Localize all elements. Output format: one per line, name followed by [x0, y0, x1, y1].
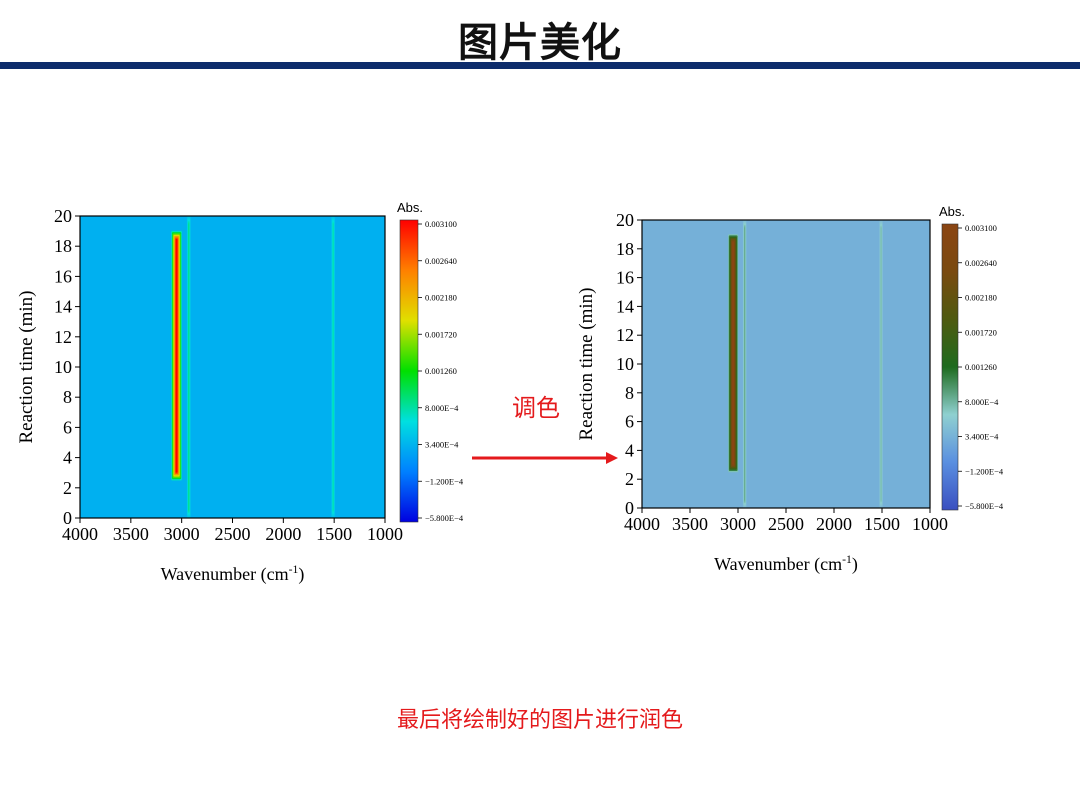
x-tick-label: 1500 — [316, 524, 352, 544]
x-tick-label: 2500 — [768, 514, 804, 534]
y-tick-label: 0 — [625, 498, 634, 518]
band-1-layer — [188, 223, 190, 511]
y-tick-label: 14 — [54, 297, 72, 317]
heatmap-background — [80, 216, 385, 518]
x-tick-label: 3000 — [164, 524, 200, 544]
x-tick-label: 4000 — [624, 514, 660, 534]
y-tick-label: 4 — [63, 448, 72, 468]
y-tick-label: 6 — [63, 417, 72, 437]
y-tick-label: 4 — [625, 440, 634, 460]
y-tick-label: 0 — [63, 508, 72, 528]
x-axis-label: Wavenumber (cm-1) — [161, 563, 305, 585]
heatmap-chart-recolored: 4000 3500 3000 2500 2000 1500 1000 0 2 4 6 8 10 12 14 1… — [576, 200, 1018, 580]
arrow-label: 调色 — [512, 394, 560, 422]
x-tick-label: 1500 — [864, 514, 900, 534]
colorbar-tick-label: −5.800E−4 — [425, 513, 464, 523]
colorbar-tick-label: 0.003100 — [425, 219, 457, 229]
colorbar — [399, 219, 419, 523]
x-tick-label: 3500 — [672, 514, 708, 534]
colorbar-tick-label: 0.001260 — [425, 366, 457, 376]
band-0-layer — [732, 241, 735, 465]
x-tick-label: 1000 — [367, 524, 403, 544]
y-tick-label: 8 — [63, 387, 72, 407]
x-tick-label: 2500 — [215, 524, 251, 544]
colorbar-tick-label: −5.800E−4 — [965, 501, 1004, 511]
y-tick-label: 16 — [54, 266, 72, 286]
colorbar-tick-label: 0.001720 — [425, 329, 457, 339]
slide-caption: 最后将绘制好的图片进行润色 — [396, 708, 683, 733]
y-tick-label: 18 — [616, 239, 634, 259]
y-tick-label: 14 — [616, 296, 634, 316]
y-tick-label: 16 — [616, 268, 634, 288]
colorbar-tick-label: 3.400E−4 — [425, 440, 459, 450]
x-tick-label: 3500 — [113, 524, 149, 544]
y-tick-label: 12 — [54, 327, 72, 347]
colorbar-tick-label: 0.002180 — [425, 293, 457, 303]
y-tick-label: 8 — [625, 383, 634, 403]
y-axis-label: Reaction time (min) — [576, 287, 597, 440]
x-tick-label: 4000 — [62, 524, 98, 544]
y-tick-label: 12 — [616, 325, 634, 345]
y-tick-label: 20 — [616, 210, 634, 230]
band-1-layer — [744, 227, 746, 501]
colorbar-title: Abs. — [939, 204, 965, 219]
colorbar-tick-label: 3.400E−4 — [965, 432, 999, 442]
band-0-layer — [175, 238, 178, 473]
slide-title: 图片美化 — [458, 20, 622, 66]
x-tick-label: 2000 — [265, 524, 301, 544]
x-tick-label: 3000 — [720, 514, 756, 534]
right-arrow-icon — [472, 452, 618, 464]
y-tick-label: 2 — [625, 469, 634, 489]
y-tick-label: 2 — [63, 478, 72, 498]
heatmap-svg-original: 4000 3500 3000 2500 2000 1500 1000 0 2 4 6 8 10 12 14 1… — [16, 200, 464, 585]
heatmap-background — [642, 220, 930, 508]
x-tick-label: 1000 — [912, 514, 948, 534]
heatmap-chart-original: 4000 3500 3000 2500 2000 1500 1000 0 2 4 6 8 10 12 14 1… — [16, 196, 464, 596]
y-tick-label: 10 — [616, 354, 634, 374]
band-2-layer — [332, 223, 334, 511]
x-tick-label: 2000 — [816, 514, 852, 534]
heatmap-svg-recolored: 4000 3500 3000 2500 2000 1500 1000 0 2 4 6 8 10 12 14 1… — [576, 204, 1004, 575]
colorbar-tick-label: 0.002640 — [965, 258, 997, 268]
colorbar-tick-label: 0.001260 — [965, 362, 997, 372]
colorbar-tick-label: 8.000E−4 — [425, 403, 459, 413]
colorbar — [941, 223, 959, 511]
y-tick-label: 10 — [54, 357, 72, 377]
y-axis-label: Reaction time (min) — [16, 290, 37, 443]
y-tick-label: 6 — [625, 412, 634, 432]
x-axis-label: Wavenumber (cm-1) — [714, 553, 858, 575]
band-2-layer — [880, 227, 882, 501]
colorbar-tick-label: 0.002180 — [965, 293, 997, 303]
colorbar-tick-label: −1.200E−4 — [425, 476, 464, 486]
colorbar-tick-label: 0.002640 — [425, 256, 457, 266]
colorbar-tick-label: −1.200E−4 — [965, 466, 1004, 476]
title-rule — [0, 62, 1080, 69]
colorbar-tick-label: 0.003100 — [965, 223, 997, 233]
colorbar-tick-label: 0.001720 — [965, 327, 997, 337]
colorbar-tick-label: 8.000E−4 — [965, 397, 999, 407]
y-tick-label: 18 — [54, 236, 72, 256]
colorbar-title: Abs. — [397, 200, 423, 215]
y-tick-label: 20 — [54, 206, 72, 226]
